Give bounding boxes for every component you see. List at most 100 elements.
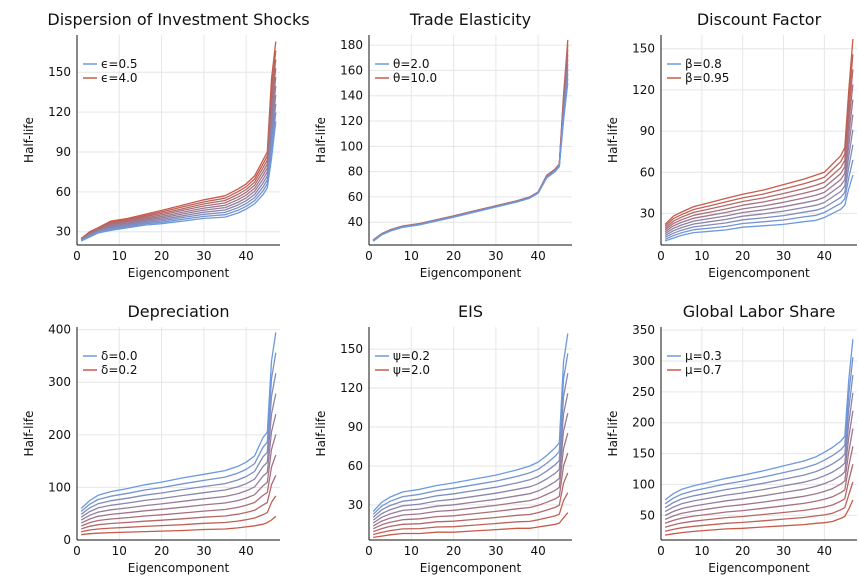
x-tick-label: 20 bbox=[735, 544, 750, 558]
legend-label: ψ=2.0 bbox=[393, 363, 430, 377]
y-tick-label: 150 bbox=[48, 65, 71, 79]
series-line-intermediate bbox=[80, 94, 277, 241]
x-tick-label: 30 bbox=[196, 249, 211, 263]
x-tick-label: 0 bbox=[365, 544, 373, 558]
y-tick-label: 140 bbox=[340, 89, 363, 103]
series-line-intermediate bbox=[373, 492, 569, 536]
series-line-δ=0.2 bbox=[81, 515, 277, 536]
series-line-intermediate bbox=[372, 452, 569, 530]
series-line-ϵ=0.5 bbox=[80, 121, 277, 242]
legend-label: δ=0.0 bbox=[101, 349, 137, 363]
y-tick-label: 300 bbox=[632, 354, 655, 368]
series-line-δ=0.0 bbox=[80, 332, 277, 509]
series-line-intermediate bbox=[372, 353, 569, 515]
x-tick-label: 10 bbox=[694, 249, 709, 263]
legend-label: ϵ=4.0 bbox=[101, 71, 138, 85]
series-line-intermediate bbox=[372, 472, 569, 533]
y-tick-label: 400 bbox=[48, 323, 71, 337]
x-tick-label: 0 bbox=[73, 544, 81, 558]
x-tick-label: 30 bbox=[196, 544, 211, 558]
y-tick-label: 100 bbox=[632, 477, 655, 491]
x-tick-label: 30 bbox=[776, 544, 791, 558]
y-tick-label: 60 bbox=[348, 459, 363, 473]
panel-title: Dispersion of Investment Shocks bbox=[47, 10, 309, 29]
x-tick-label: 40 bbox=[531, 249, 546, 263]
series-line-intermediate bbox=[664, 69, 854, 229]
series-line-intermediate bbox=[80, 413, 277, 521]
x-tick-label: 30 bbox=[776, 249, 791, 263]
panel-3: Discount Factor 0 10 20 30 40 30 60 90 120 150 Eige… bbox=[606, 10, 857, 280]
series-line-intermediate bbox=[664, 129, 854, 236]
y-tick-label: 30 bbox=[640, 206, 655, 220]
y-tick-label: 30 bbox=[348, 498, 363, 512]
x-axis-label: Eigencomponent bbox=[128, 266, 230, 280]
series-line-intermediate bbox=[80, 454, 277, 527]
series-line-intermediate bbox=[664, 481, 854, 532]
y-axis-label: Half-life bbox=[606, 117, 620, 163]
y-tick-label: 60 bbox=[640, 165, 655, 179]
series-line-intermediate bbox=[372, 432, 569, 527]
series-line-intermediate bbox=[664, 357, 854, 505]
y-tick-label: 150 bbox=[340, 342, 363, 356]
series-line-intermediate bbox=[664, 374, 854, 509]
y-axis-label: Half-life bbox=[22, 411, 36, 457]
x-axis-label: Eigencomponent bbox=[708, 561, 810, 575]
series-line-intermediate bbox=[664, 114, 854, 235]
legend-label: β=0.8 bbox=[685, 57, 722, 71]
legend-label: μ=0.3 bbox=[685, 349, 722, 363]
y-tick-label: 90 bbox=[640, 124, 655, 138]
series-line-intermediate bbox=[372, 413, 569, 524]
y-tick-label: 100 bbox=[340, 139, 363, 153]
x-tick-label: 40 bbox=[817, 249, 832, 263]
series-line-intermediate bbox=[664, 144, 854, 238]
y-tick-label: 90 bbox=[56, 145, 71, 159]
series-line-intermediate bbox=[664, 392, 854, 513]
legend-label: μ=0.7 bbox=[685, 363, 722, 377]
panel-title: Trade Elasticity bbox=[409, 10, 531, 29]
series-line-intermediate bbox=[80, 434, 277, 524]
y-tick-label: 150 bbox=[632, 447, 655, 461]
x-tick-label: 40 bbox=[531, 544, 546, 558]
x-tick-label: 10 bbox=[404, 249, 419, 263]
y-axis-label: Half-life bbox=[22, 117, 36, 163]
y-tick-label: 120 bbox=[340, 114, 363, 128]
x-axis-label: Eigencomponent bbox=[708, 266, 810, 280]
x-tick-label: 40 bbox=[239, 249, 254, 263]
y-tick-label: 200 bbox=[48, 428, 71, 442]
y-tick-label: 120 bbox=[340, 381, 363, 395]
series-line-intermediate bbox=[80, 85, 277, 241]
series-line-θ=2.0 bbox=[372, 83, 569, 242]
series-line-ψ=0.2 bbox=[372, 333, 569, 512]
y-tick-label: 60 bbox=[56, 185, 71, 199]
x-tick-label: 0 bbox=[657, 249, 665, 263]
y-axis-label: Half-life bbox=[314, 411, 328, 457]
series-line-intermediate bbox=[81, 475, 277, 530]
x-tick-label: 10 bbox=[404, 544, 419, 558]
y-tick-label: 100 bbox=[48, 480, 71, 494]
series-line-intermediate bbox=[664, 464, 854, 528]
y-tick-label: 30 bbox=[56, 225, 71, 239]
x-tick-label: 30 bbox=[488, 249, 503, 263]
series-line-β=0.8 bbox=[664, 174, 854, 242]
y-tick-label: 200 bbox=[632, 416, 655, 430]
series-line-intermediate bbox=[80, 103, 277, 241]
y-tick-label: 150 bbox=[632, 42, 655, 56]
x-tick-label: 20 bbox=[154, 544, 169, 558]
x-axis-label: Eigencomponent bbox=[420, 561, 522, 575]
series-line-intermediate bbox=[372, 373, 569, 518]
series-line-intermediate bbox=[80, 393, 277, 518]
series-line-ψ=2.0 bbox=[373, 512, 569, 539]
x-tick-label: 0 bbox=[365, 249, 373, 263]
series-line-intermediate bbox=[664, 99, 854, 233]
legend-label: δ=0.2 bbox=[101, 363, 137, 377]
x-tick-label: 20 bbox=[735, 249, 750, 263]
y-tick-label: 60 bbox=[348, 190, 363, 204]
x-tick-label: 10 bbox=[112, 544, 127, 558]
series-line-intermediate bbox=[80, 373, 277, 515]
panel-6: Global Labor Share 0 10 20 30 40 50 100 150 200 25… bbox=[606, 302, 857, 575]
series-line-intermediate bbox=[664, 54, 854, 227]
panel-title: Discount Factor bbox=[697, 10, 822, 29]
series-line-intermediate bbox=[80, 352, 277, 512]
series-line-intermediate bbox=[664, 410, 854, 517]
